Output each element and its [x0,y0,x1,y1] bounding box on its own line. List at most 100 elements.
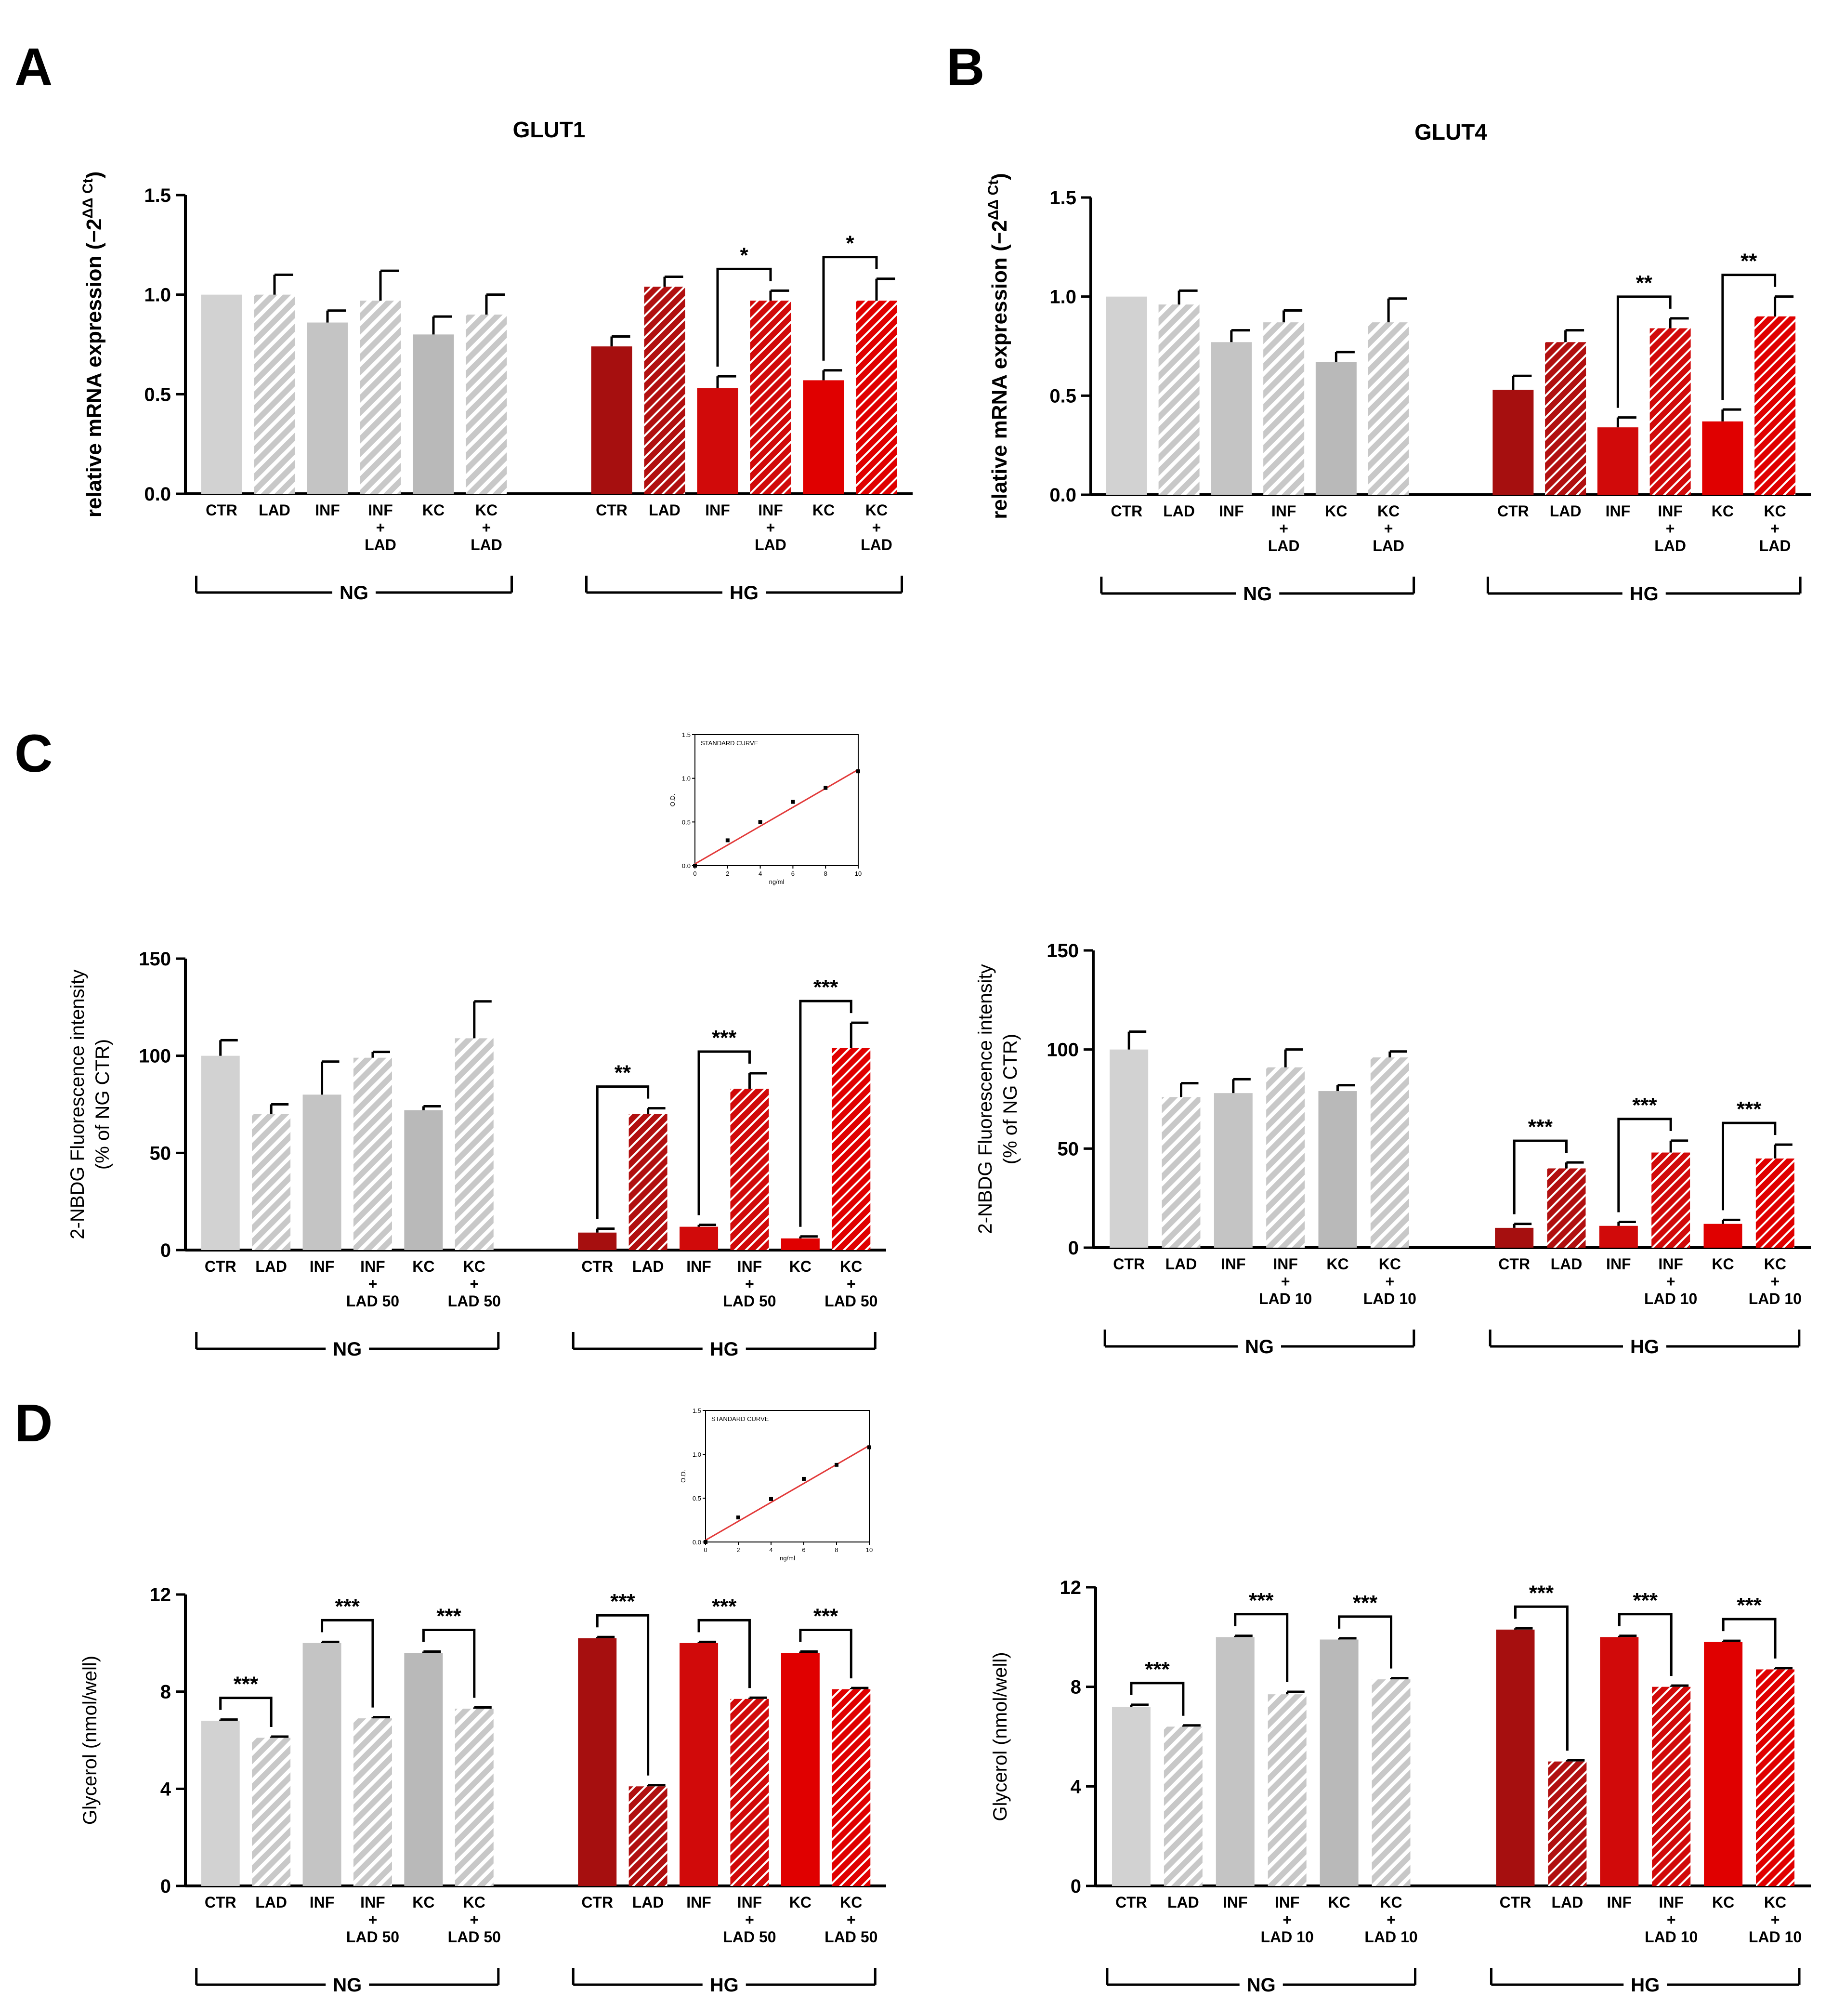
bar [1547,1168,1586,1248]
y-axis-label-end: ) [988,173,1011,180]
category-label: + [376,519,385,536]
y-axis-label-line: 2-NBDG Fluorescence intensity [975,964,996,1234]
significance-label: *** [436,1604,461,1628]
bar [1216,1637,1255,1886]
bar [1164,1726,1203,1886]
category-label: + [1279,520,1288,537]
inset-y-label: O.D. [669,794,676,807]
bar [1110,1049,1149,1248]
bar [578,1638,617,1886]
bar [680,1643,719,1886]
bar [1112,1707,1151,1886]
category-label: LAD [1759,537,1791,554]
bar [856,301,897,494]
bar [750,301,791,494]
category-label: INF [1219,502,1244,520]
significance-label: *** [1737,1097,1762,1121]
bar [1158,304,1200,495]
significance-bracket [1722,1121,1777,1211]
bar [252,1738,291,1886]
category-label: + [482,519,491,536]
category-label: LAD 10 [1259,1290,1312,1307]
bar [1651,1152,1690,1248]
category-label: KC [1712,502,1734,520]
bar [1268,1694,1307,1886]
significance-label: *** [1145,1658,1170,1681]
bar [591,346,632,494]
y-tick-label: 0.5 [144,384,171,405]
category-label: CTR [1113,1255,1145,1273]
category-label: CTR [206,501,237,519]
significance-label: *** [1249,1589,1274,1612]
bar [1548,1761,1587,1886]
category-label: KC [1325,502,1347,520]
group-label: NG [1245,1336,1274,1357]
y-tick-label: 12 [150,1584,171,1606]
category-label: + [872,519,881,536]
category-label: LAD [632,1894,664,1911]
category-label: LAD 10 [1363,1290,1416,1307]
significance-bracket [799,1000,852,1227]
bar [1106,296,1147,495]
bar [1266,1067,1305,1248]
category-label: LAD 50 [346,1292,399,1310]
inset-x-tick-label: 4 [769,1546,772,1554]
y-tick-label: 8 [1071,1677,1081,1698]
significance-label: *** [1737,1594,1762,1617]
significance-bracket [697,1619,751,1688]
category-label: LAD [1551,1894,1583,1911]
inset-data-point [758,820,762,824]
category-label: LAD [1654,537,1686,554]
y-tick-label: 0.0 [1049,485,1076,506]
significance-label: ** [1636,271,1653,295]
bar [644,287,685,494]
significance-bracket [697,1050,751,1215]
bar [1756,1669,1795,1886]
significance-label: *** [813,1604,838,1628]
significance-label: *** [1528,1115,1553,1139]
category-label: CTR [205,1894,236,1911]
category-label: INF [758,501,783,519]
category-label: KC [1326,1255,1348,1273]
category-label: CTR [581,1894,613,1911]
y-axis-label-line: 2-NBDG Fluorescence intensity [67,969,88,1239]
inset-title: STANDARD CURVE [711,1415,769,1423]
category-label: CTR [596,501,628,519]
category-label: KC [1764,1894,1786,1911]
category-label: LAD [1165,1255,1197,1273]
significance-label: *** [1632,1094,1657,1117]
bar [832,1048,871,1250]
category-label: LAD [649,501,680,519]
inset-y-tick-label: 0.5 [693,1495,701,1502]
significance-label: *** [610,1590,635,1613]
bar [1754,316,1796,495]
panel-letter-c: C [14,724,53,783]
category-label: + [1770,520,1780,537]
y-tick-label: 4 [160,1779,171,1800]
bar [307,322,348,494]
category-label: KC [1764,1255,1786,1273]
y-tick-label: 100 [1047,1040,1079,1061]
inset-x-tick-label: 8 [824,870,827,877]
category-label: CTR [205,1258,236,1275]
inset-y-tick-label: 0.0 [693,1539,701,1546]
category-label: LAD [1167,1894,1199,1911]
significance-bracket [1721,274,1777,400]
bar [353,1718,392,1886]
inset-frame [694,734,859,866]
category-label: INF [315,501,340,519]
y-tick-label: 1.0 [1049,287,1076,308]
inset-x-tick-label: 0 [693,870,696,877]
inset-fit-line [694,769,859,865]
inset-y-tick-label: 1.0 [682,775,691,782]
significance-label: *** [335,1594,360,1618]
bar [455,1038,494,1250]
category-label: LAD [1268,537,1300,554]
inset-x-tick-label: 2 [736,1546,740,1554]
bar [1704,1642,1743,1886]
inset-x-tick-label: 4 [759,870,762,877]
category-label: KC [412,1258,434,1275]
bar [781,1653,820,1886]
bar [1372,1679,1411,1886]
